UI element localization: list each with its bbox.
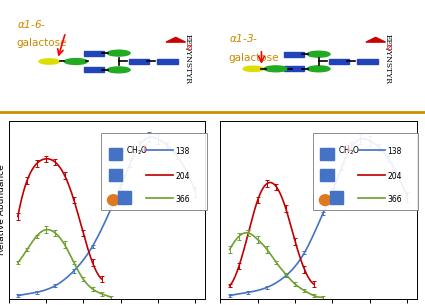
FancyBboxPatch shape [357,59,378,64]
FancyBboxPatch shape [330,191,343,204]
Text: CH$_2$O: CH$_2$O [126,145,148,157]
Text: CH$_2$O: CH$_2$O [338,145,360,157]
FancyBboxPatch shape [118,191,131,204]
Polygon shape [366,38,385,42]
Text: N: N [384,43,392,50]
Text: 204: 204 [175,172,190,181]
Circle shape [65,59,87,64]
Circle shape [243,66,264,71]
Circle shape [307,66,330,72]
FancyBboxPatch shape [84,51,105,56]
Y-axis label: Relative Abundance: Relative Abundance [0,164,6,255]
Text: 138: 138 [387,147,402,156]
Text: 366: 366 [175,195,190,204]
Text: EEQYNSTYR: EEQYNSTYR [184,34,192,84]
FancyBboxPatch shape [118,191,131,204]
Circle shape [107,50,130,56]
Text: CH$_2$O: CH$_2$O [126,145,148,157]
FancyBboxPatch shape [108,169,122,181]
Text: 366: 366 [175,195,190,204]
Circle shape [320,195,331,206]
Text: galactose: galactose [17,38,67,48]
Circle shape [108,195,119,206]
Text: 138: 138 [175,147,190,156]
FancyBboxPatch shape [320,169,334,181]
Text: EEQYNSTYR: EEQYNSTYR [384,34,392,84]
FancyBboxPatch shape [312,133,419,210]
FancyBboxPatch shape [320,148,334,160]
Circle shape [108,195,119,206]
FancyBboxPatch shape [101,133,207,210]
FancyBboxPatch shape [108,148,122,160]
Polygon shape [166,38,186,42]
FancyBboxPatch shape [108,169,122,181]
Text: N: N [184,43,192,50]
FancyBboxPatch shape [108,148,122,160]
Text: 138: 138 [175,147,190,156]
Text: 138: 138 [387,147,402,156]
Text: galactose: galactose [229,53,279,63]
FancyBboxPatch shape [129,59,149,64]
Text: CH$_2$O: CH$_2$O [338,145,360,157]
FancyBboxPatch shape [330,191,343,204]
FancyBboxPatch shape [320,169,334,181]
Text: 204: 204 [387,172,402,181]
Text: 366: 366 [387,195,402,204]
Circle shape [107,67,130,73]
Text: $\alpha$1-6-: $\alpha$1-6- [17,17,46,30]
FancyBboxPatch shape [284,52,304,57]
Text: 204: 204 [175,172,190,181]
FancyBboxPatch shape [329,59,349,64]
FancyBboxPatch shape [320,148,334,160]
Circle shape [320,195,331,206]
Text: 366: 366 [387,195,402,204]
Circle shape [307,51,330,57]
Text: $\alpha$1-3-: $\alpha$1-3- [229,32,258,44]
Circle shape [39,59,60,64]
Text: 204: 204 [387,172,402,181]
FancyBboxPatch shape [84,67,105,73]
FancyBboxPatch shape [284,66,304,71]
FancyBboxPatch shape [157,59,178,64]
Circle shape [264,66,287,72]
